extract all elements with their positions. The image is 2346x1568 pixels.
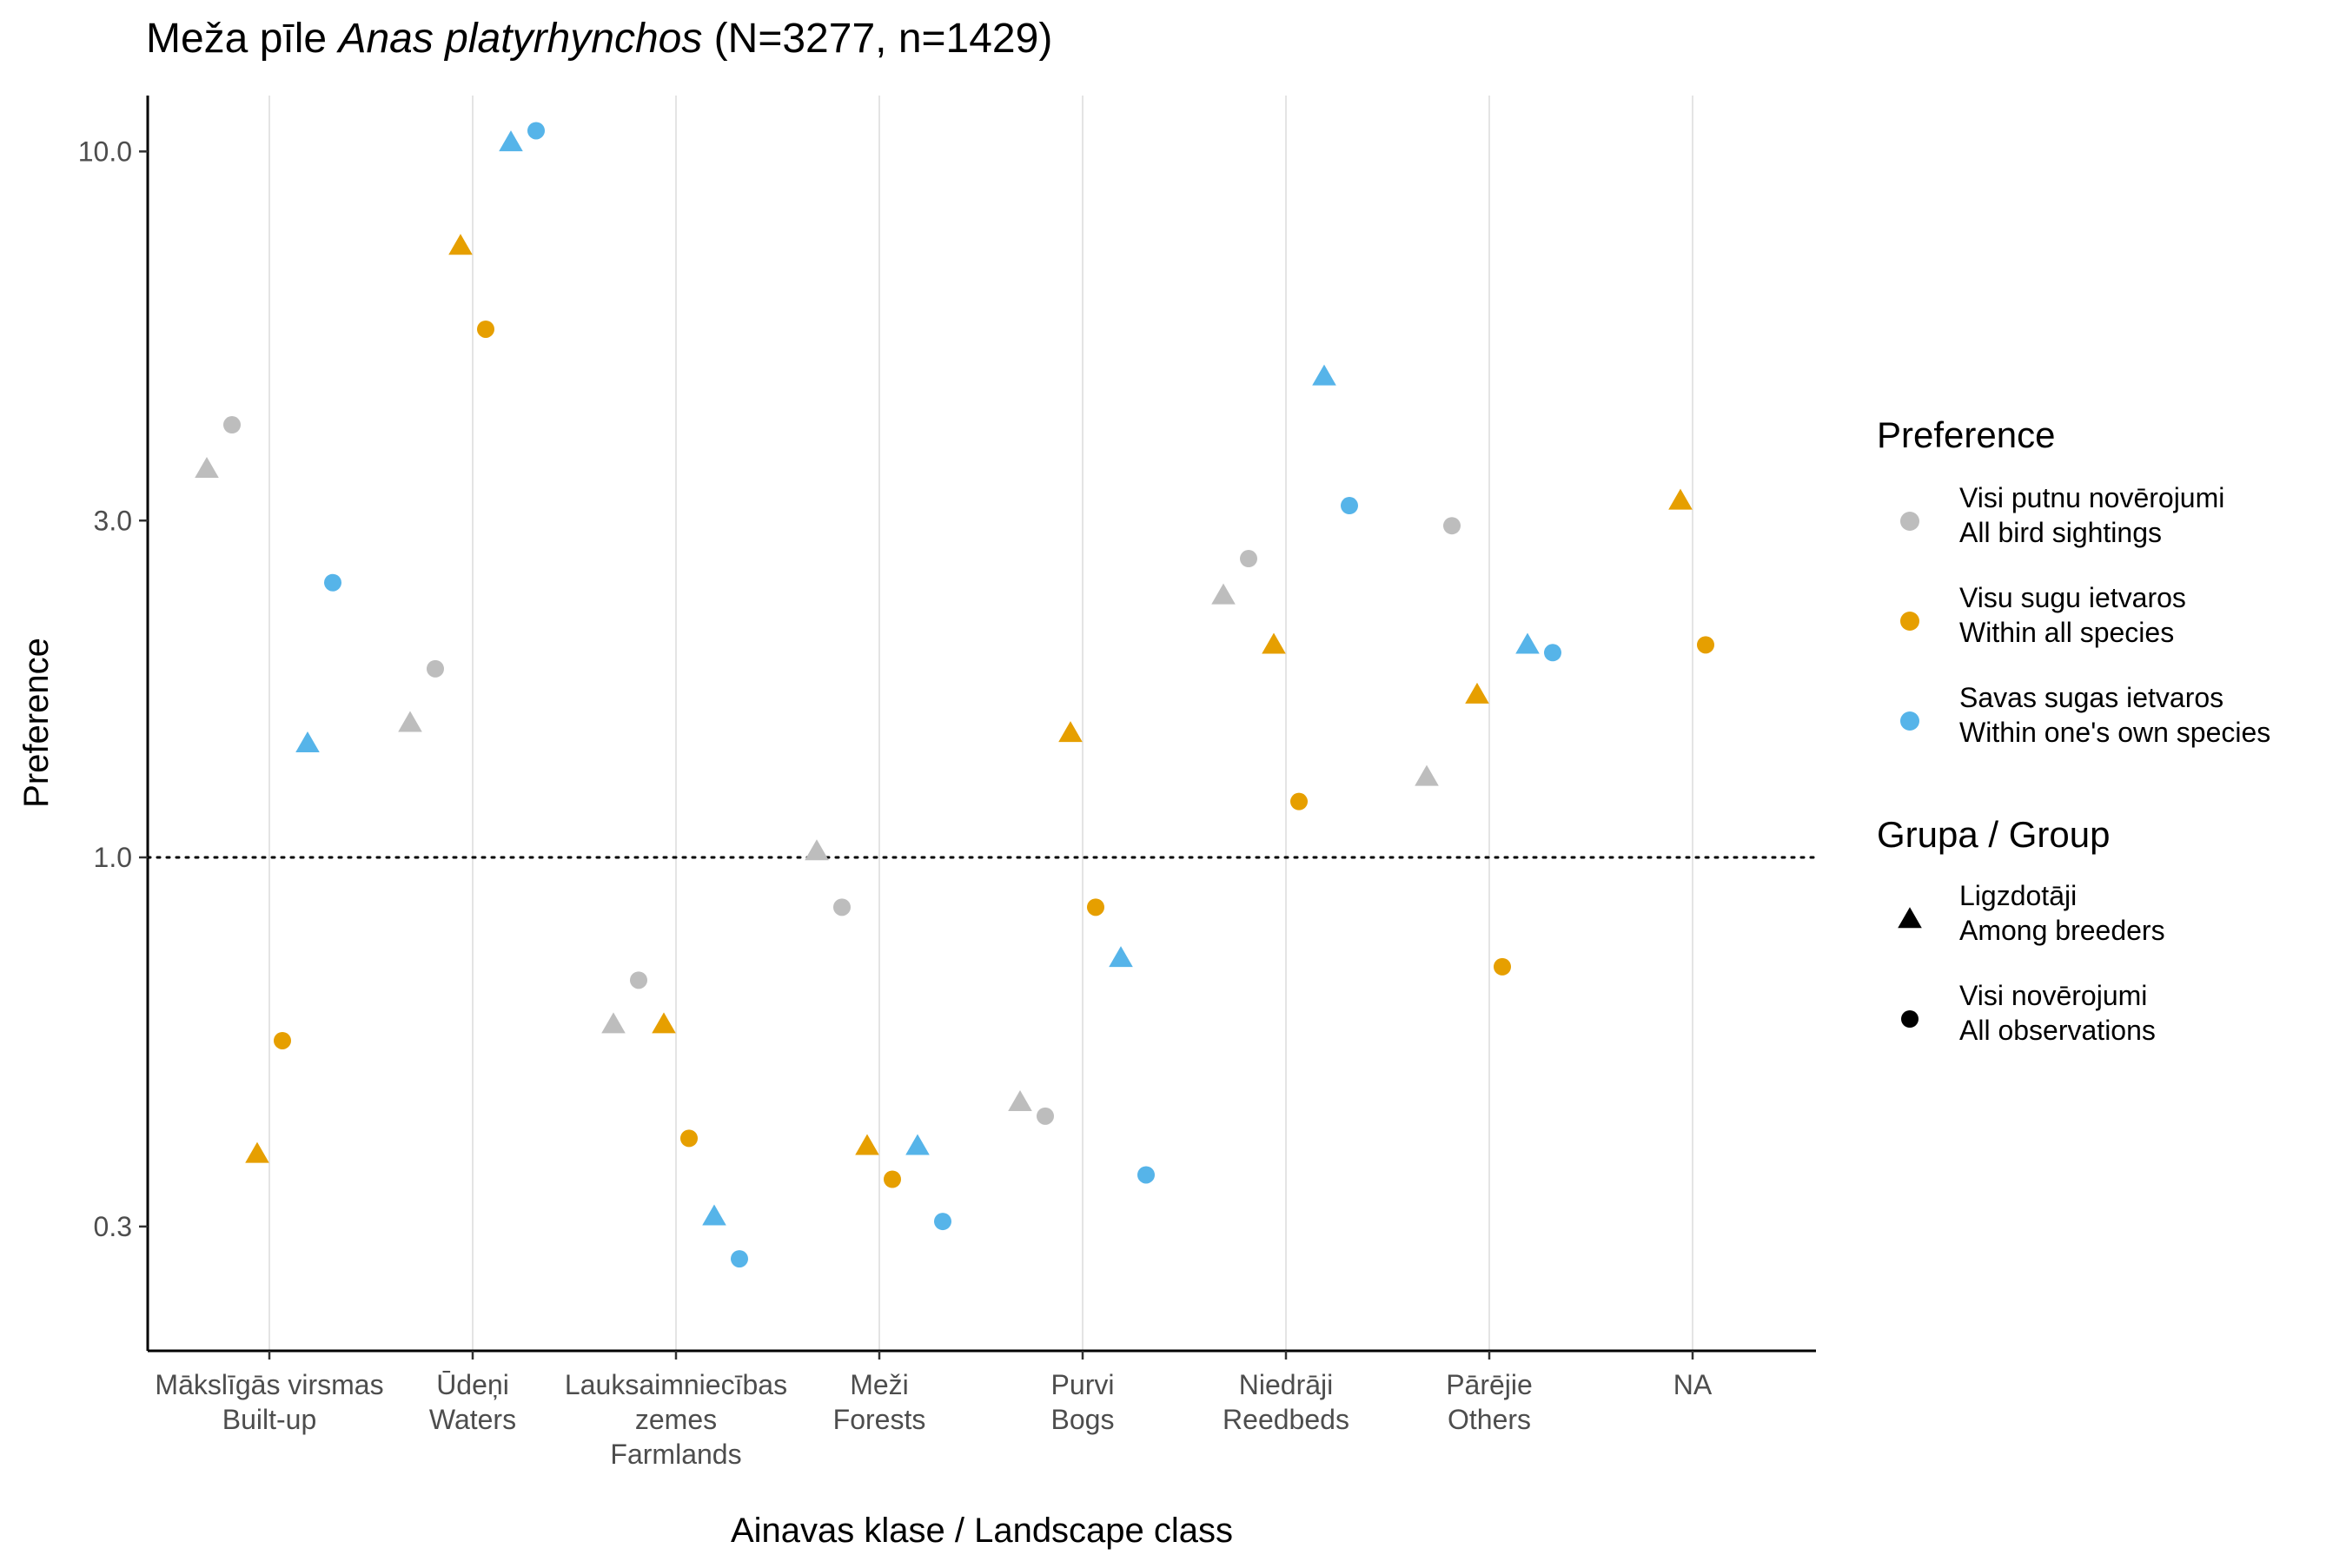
- legend-label: Within one's own species: [1959, 717, 2270, 748]
- data-point-triangle: [499, 130, 523, 152]
- x-tick-label: Reedbeds: [1223, 1404, 1349, 1435]
- x-tick-label: Built-up: [222, 1404, 317, 1435]
- data-point-triangle: [195, 457, 219, 479]
- data-point-triangle: [805, 839, 829, 861]
- legend-label: All observations: [1959, 1015, 2156, 1046]
- data-point-triangle: [1211, 583, 1236, 605]
- data-point-circle: [934, 1213, 951, 1231]
- data-point-circle: [1240, 550, 1257, 568]
- data-point-triangle: [1058, 721, 1083, 743]
- legend-label: Visu sugu ietvaros: [1959, 582, 2186, 613]
- data-point-triangle: [245, 1141, 269, 1163]
- x-tick-label: NA: [1673, 1369, 1713, 1400]
- data-point-triangle: [702, 1204, 726, 1226]
- x-tick-label: zemes: [635, 1404, 717, 1435]
- x-tick-label: Waters: [429, 1404, 516, 1435]
- y-tick-label: 1.0: [94, 842, 132, 873]
- y-tick-label: 0.3: [94, 1211, 132, 1242]
- data-point-triangle: [601, 1012, 626, 1034]
- data-point-triangle: [398, 711, 422, 732]
- x-tick-label: Lauksaimniecības: [565, 1369, 787, 1400]
- x-tick-label: Mākslīgās virsmas: [155, 1369, 383, 1400]
- data-point-circle: [884, 1170, 901, 1188]
- data-point-circle: [1443, 517, 1461, 535]
- y-tick-label: 10.0: [78, 136, 132, 167]
- data-point-circle: [1290, 792, 1308, 810]
- data-point-circle: [1037, 1107, 1054, 1125]
- legend-label: Savas sugas ietvaros: [1959, 682, 2223, 713]
- legend-key-triangle: [1898, 907, 1922, 929]
- legend-key-circle: [1901, 1010, 1919, 1028]
- data-point-circle: [731, 1250, 748, 1268]
- x-tick-label: Niedrāji: [1239, 1369, 1333, 1400]
- x-tick-label: Others: [1448, 1404, 1531, 1435]
- data-point-triangle: [448, 234, 473, 255]
- data-point-circle: [223, 416, 241, 434]
- data-point-triangle: [1668, 488, 1693, 510]
- x-tick-label: Farmlands: [610, 1439, 741, 1470]
- x-tick-label: Ūdeņi: [436, 1369, 509, 1400]
- data-point-circle: [427, 659, 444, 678]
- x-tick-label: Purvi: [1051, 1369, 1115, 1400]
- legend-title-preference: Preference: [1877, 414, 2055, 455]
- legend-key-circle: [1900, 512, 1919, 531]
- legend-label: Visi putnu novērojumi: [1959, 482, 2224, 513]
- data-point-circle: [1341, 497, 1358, 515]
- data-point-circle: [324, 573, 341, 592]
- legend-label: Among breeders: [1959, 915, 2165, 946]
- legend-label: Visi novērojumi: [1959, 980, 2147, 1011]
- legend-label: Within all species: [1959, 617, 2174, 648]
- legend-key-circle: [1900, 711, 1919, 731]
- legend-title-group: Grupa / Group: [1877, 814, 2110, 855]
- data-point-circle: [1544, 644, 1561, 662]
- legend-label: All bird sightings: [1959, 517, 2162, 548]
- data-point-circle: [477, 320, 494, 338]
- data-point-triangle: [1312, 364, 1336, 386]
- data-point-circle: [1494, 957, 1511, 976]
- data-point-circle: [274, 1031, 291, 1049]
- data-point-triangle: [1262, 632, 1286, 654]
- chart-title: Meža pīle Anas platyrhynchos (N=3277, n=…: [146, 16, 1052, 62]
- data-point-triangle: [295, 731, 320, 753]
- data-point-circle: [1697, 636, 1714, 654]
- x-tick-label: Meži: [850, 1369, 909, 1400]
- data-point-circle: [1137, 1166, 1155, 1184]
- data-point-circle: [630, 971, 647, 989]
- legend-label: Ligzdotāji: [1959, 880, 2077, 911]
- x-tick-label: Pārējie: [1446, 1369, 1533, 1400]
- data-point-triangle: [855, 1134, 879, 1155]
- data-point-triangle: [1109, 946, 1133, 968]
- data-point-triangle: [1008, 1090, 1032, 1112]
- data-point-triangle: [1515, 632, 1540, 654]
- data-point-triangle: [1465, 682, 1489, 704]
- data-point-triangle: [652, 1012, 676, 1034]
- y-tick-label: 3.0: [94, 505, 132, 536]
- x-tick-label: Forests: [833, 1404, 926, 1435]
- x-axis-title: Ainavas klase / Landscape class: [731, 1512, 1233, 1550]
- y-axis-title: Preference: [17, 638, 56, 808]
- legend-key-circle: [1900, 612, 1919, 631]
- data-point-circle: [527, 122, 545, 140]
- data-point-triangle: [905, 1134, 930, 1155]
- x-tick-label: Bogs: [1051, 1404, 1115, 1435]
- data-point-circle: [833, 898, 851, 916]
- data-point-circle: [1087, 898, 1104, 916]
- data-point-circle: [680, 1129, 698, 1148]
- data-point-triangle: [1415, 764, 1439, 786]
